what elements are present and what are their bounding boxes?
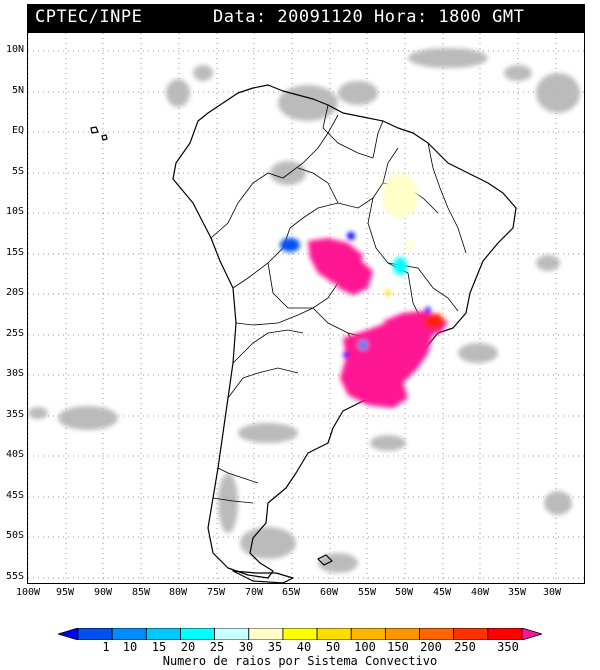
lat-gridlines [28,50,584,579]
colorbar-segment [248,628,284,640]
lat-label: 20S [5,287,24,298]
colorbar-segment [453,628,489,640]
system-blue-south2 [343,352,349,358]
system-cyan [393,257,407,275]
lon-label: 55W [357,587,377,598]
lon-label: 85W [131,587,151,598]
colorbar-segment [316,628,352,640]
lon-label: 30W [542,587,562,598]
colorbar [58,628,542,640]
colorbar-tick: 350 [497,640,519,654]
map-frame [27,32,585,584]
system-lightyellow [382,174,418,218]
header-source: CPTEC/INPE [35,7,143,27]
colorbar-segment [77,628,113,640]
colorbar-tick: 100 [354,640,376,654]
colorbar-segment [521,628,542,640]
system-blue-small [347,232,355,240]
colorbar-tick: 15 [151,640,167,654]
lon-label: 45W [432,587,452,598]
lon-label: 60W [319,587,339,598]
lat-label: 50S [5,530,24,541]
lat-label: 45S [5,490,24,501]
coastline [90,84,517,583]
colorbar-segment [419,628,455,640]
system-magenta-central [333,258,373,295]
system-blue-east [425,307,431,313]
colorbar-segment [487,628,523,640]
lon-label: 75W [206,587,226,598]
lat-label: 5N [11,85,24,96]
lat-label: 5S [11,166,24,177]
colorbar-segment [282,628,318,640]
lon-label: 90W [93,587,113,598]
colorbar-tick: 50 [325,640,341,654]
lon-label: 95W [55,587,75,598]
lon-label: 65W [281,587,301,598]
lat-label: 55S [5,571,24,582]
colorbar-tick: 30 [238,640,254,654]
lat-label: 30S [5,368,24,379]
system-yellow [385,290,391,296]
colorbar-tick: 25 [209,640,225,654]
lat-label: 25S [5,328,24,339]
lat-label: 10S [5,206,24,217]
lon-label: 40W [470,587,490,598]
colorbar-tick: 35 [267,640,283,654]
header-date-time: Data: 20091120 Hora: 1800 GMT [213,7,525,27]
lat-label: 40S [5,449,24,460]
system-blue-south [358,340,368,350]
convective-systems [280,174,448,408]
colorbar-segment [350,628,386,640]
lat-label: 15S [5,247,24,258]
lon-label: 50W [394,587,414,598]
lat-label: EQ [11,125,24,136]
colorbar-tick: 20 [180,640,196,654]
colorbar-tick: 10 [122,640,138,654]
colorbar-tick: 150 [387,640,409,654]
colorbar-tick: 250 [454,640,476,654]
colorbar-segment [145,628,181,640]
system-magenta-small [363,338,383,358]
lat-label: 10N [5,44,24,55]
lon-label: 70W [244,587,264,598]
colorbar-segment [58,628,79,640]
cloud-cover [28,48,580,573]
system-blue-west [280,238,300,252]
map-header: CPTEC/INPE Data: 20091120 Hora: 1800 GMT [27,4,585,32]
colorbar-caption: Numero de raios por Sistema Convectivo [162,654,438,668]
colorbar-segment [180,628,216,640]
lon-label: 80W [168,587,188,598]
colorbar-tick: 1 [102,640,110,654]
colorbar-tick: 40 [296,640,312,654]
colorbar-segment [384,628,420,640]
system-lightyellow-small [405,241,415,249]
colorbar-segment [111,628,147,640]
system-red-coast [423,313,446,329]
lon-label: 100W [15,587,41,598]
lon-label: 35W [507,587,527,598]
country-borders [210,104,467,504]
colorbar-tick: 200 [420,640,442,654]
lat-label: 35S [5,409,24,420]
map-canvas [28,33,584,583]
colorbar-segment [214,628,250,640]
